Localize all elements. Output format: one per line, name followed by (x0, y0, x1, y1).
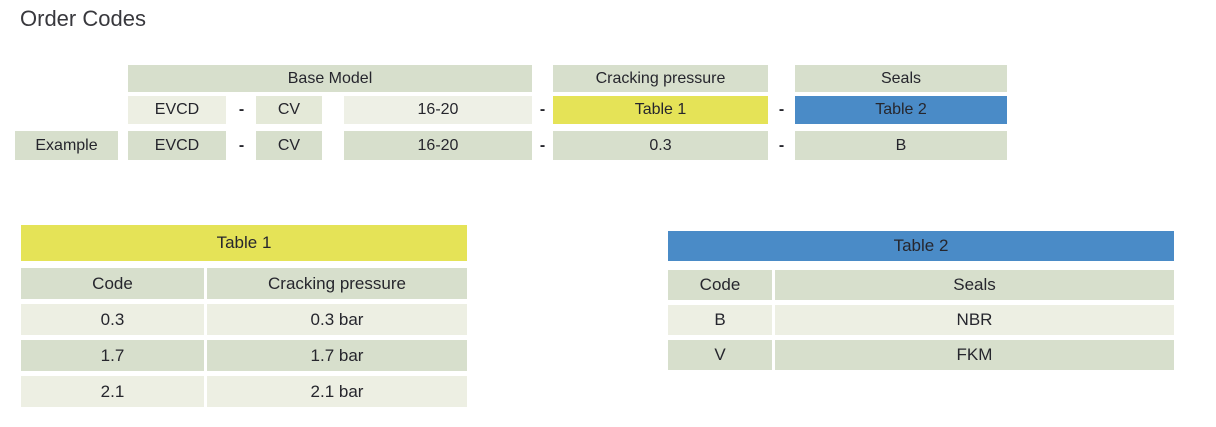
separator-dash: - (227, 131, 256, 160)
code-cell: 1.7 (21, 340, 204, 371)
separator-dash: - (227, 96, 256, 124)
table-2-header-row: Code Seals (668, 270, 1174, 300)
table-row: V FKM (668, 340, 1174, 370)
table-2: Table 2 Code Seals B NBR V FKM (668, 231, 1174, 375)
value-cell: 1.7 bar (207, 340, 467, 371)
code-cell: B (668, 305, 772, 335)
example-label: Example (15, 131, 118, 160)
table2-ref-cell: Table 2 (795, 96, 1007, 124)
cracking-pressure-header: Cracking pressure (553, 65, 768, 92)
code-series-cell: CV (256, 96, 322, 124)
example-cracking-pressure-cell: 0.3 (553, 131, 768, 160)
table-1-header-row: Code Cracking pressure (21, 268, 467, 299)
value-cell: 2.1 bar (207, 376, 467, 407)
page-title: Order Codes (20, 6, 146, 31)
value-cell: 0.3 bar (207, 304, 467, 335)
base-model-header: Base Model (128, 65, 532, 92)
column-header-code: Code (668, 270, 772, 300)
example-prefix-cell: EVCD (128, 131, 226, 160)
code-cell: 0.3 (21, 304, 204, 335)
column-header-cracking-pressure: Cracking pressure (207, 268, 467, 299)
separator-dash: - (768, 131, 795, 160)
table-1-title: Table 1 (21, 225, 467, 261)
code-cell: 2.1 (21, 376, 204, 407)
column-header-seals: Seals (775, 270, 1174, 300)
seals-header: Seals (795, 65, 1007, 92)
separator-dash: - (532, 96, 553, 124)
separator-dash: - (768, 96, 795, 124)
code-cell: V (668, 340, 772, 370)
table-row: 2.1 2.1 bar (21, 376, 467, 407)
example-seals-cell: B (795, 131, 1007, 160)
table-2-title: Table 2 (668, 231, 1174, 261)
table1-ref-cell: Table 1 (553, 96, 768, 124)
example-size-cell: 16-20 (344, 131, 532, 160)
separator-dash: - (532, 131, 553, 160)
code-prefix-cell: EVCD (128, 96, 226, 124)
table-row: 1.7 1.7 bar (21, 340, 467, 371)
code-size-cell: 16-20 (344, 96, 532, 124)
value-cell: NBR (775, 305, 1174, 335)
column-header-code: Code (21, 268, 204, 299)
example-series-cell: CV (256, 131, 322, 160)
table-1: Table 1 Code Cracking pressure 0.3 0.3 b… (21, 225, 467, 412)
value-cell: FKM (775, 340, 1174, 370)
table-row: B NBR (668, 305, 1174, 335)
table-row: 0.3 0.3 bar (21, 304, 467, 335)
